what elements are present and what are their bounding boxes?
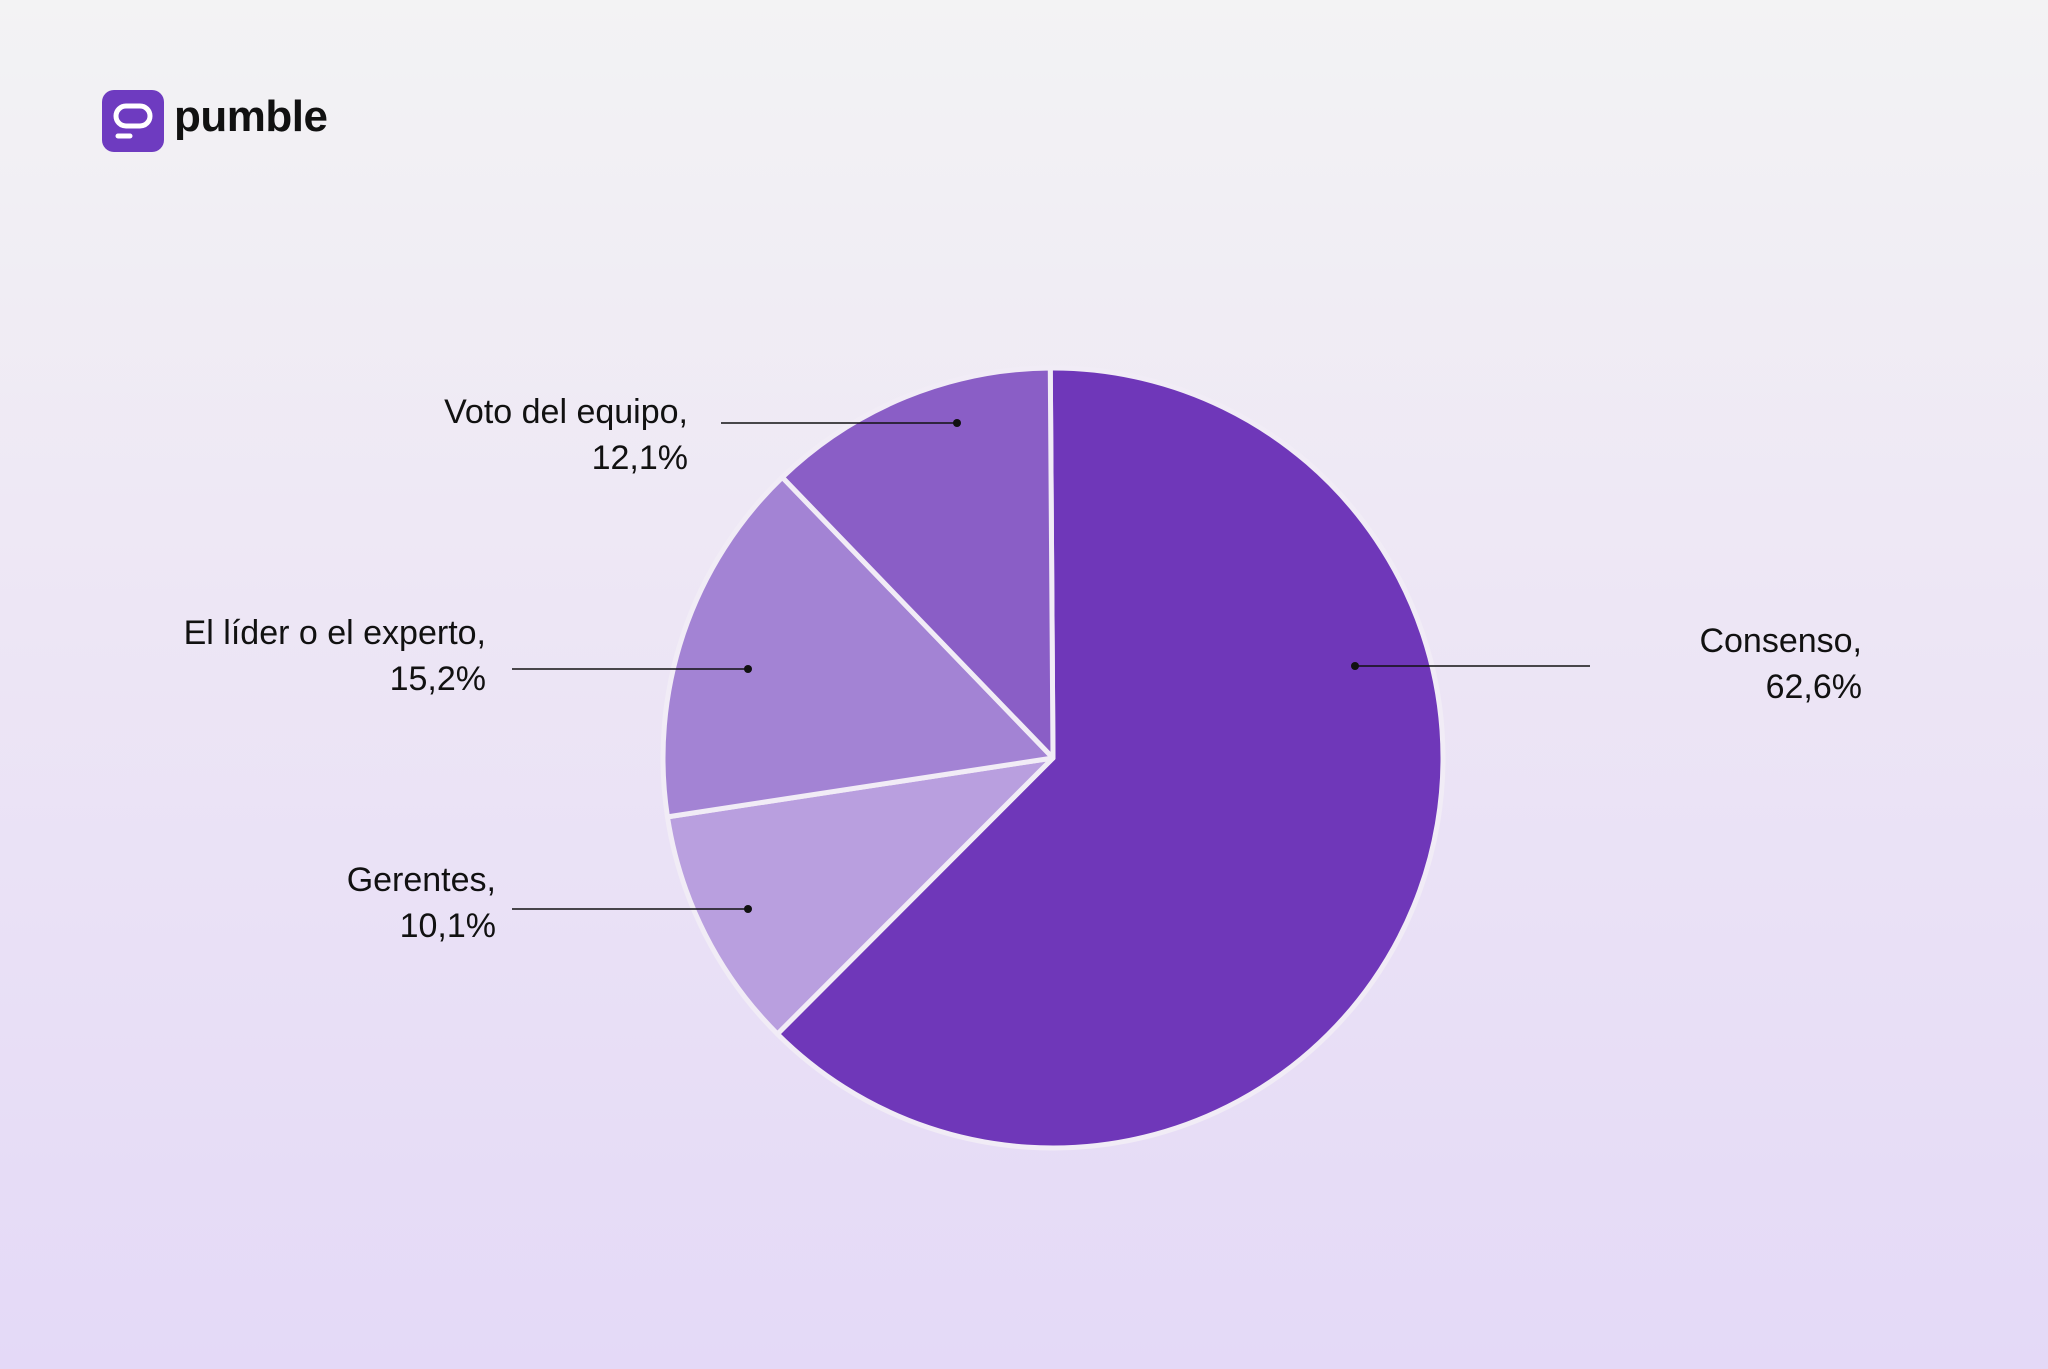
pie-slice: [664, 755, 1056, 1037]
pie-slice: [660, 474, 1056, 820]
callout-dot: [744, 905, 752, 913]
brand: pumble: [102, 90, 328, 152]
callout-dot: [953, 419, 961, 427]
pumble-logo-icon: [102, 90, 164, 152]
slice-label: Gerentes, 10,1%: [347, 861, 496, 945]
slice-label-value: 62,6%: [1766, 668, 1862, 706]
slice-label: El líder o el experto, 15,2%: [184, 614, 486, 698]
slice-label: Consenso, 62,6%: [1699, 622, 1862, 706]
slice-label: Voto del equipo, 12,1%: [444, 393, 688, 477]
slice-label-name: Gerentes,: [347, 861, 496, 899]
slice-label-value: 12,1%: [592, 439, 688, 477]
pie-slice: [774, 365, 1446, 1151]
callout-dot: [1351, 662, 1359, 670]
pie-slice: [779, 365, 1056, 761]
slice-label-name: El líder o el experto,: [184, 614, 486, 652]
slice-label-value: 10,1%: [400, 907, 496, 945]
slice-label-name: Consenso,: [1699, 622, 1862, 660]
pie-slices: [660, 365, 1446, 1151]
callout-dot: [744, 665, 752, 673]
pie-callouts: Consenso, 62,6% Gerentes, 10,1% El líder o e…: [184, 393, 1862, 945]
slice-label-name: Voto del equipo,: [444, 393, 688, 431]
slice-label-value: 15,2%: [390, 660, 486, 698]
brand-name: pumble: [174, 92, 328, 141]
